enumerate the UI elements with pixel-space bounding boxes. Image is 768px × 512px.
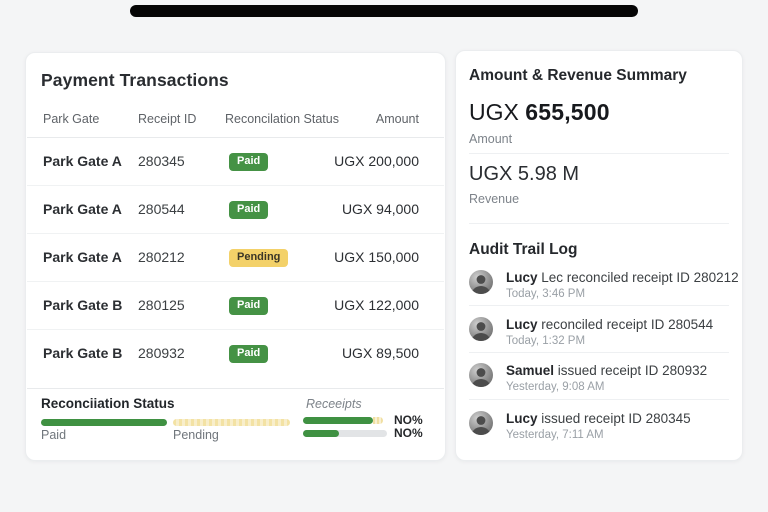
audit-entry-text: Samuel issued receipt ID 280932 bbox=[506, 363, 707, 378]
paid-progress-bar bbox=[41, 419, 167, 426]
row-divider bbox=[27, 185, 444, 186]
audit-entry-timestamp: Yesterday, 9:08 AM bbox=[506, 381, 605, 393]
currency-prefix: UGX bbox=[469, 163, 513, 185]
status-badge: Paid bbox=[229, 297, 269, 315]
status-badge: Paid bbox=[229, 345, 269, 363]
cell-receipt-id: 280212 bbox=[138, 249, 185, 265]
card-title: Payment Transactions bbox=[41, 70, 229, 90]
cell-receipt-id: 280125 bbox=[138, 297, 185, 313]
column-header-amount: Amount bbox=[375, 112, 419, 126]
user-avatar-icon bbox=[469, 363, 493, 387]
cell-park-gate: Park Gate B bbox=[43, 345, 123, 361]
cell-amount: UGX 150,000 bbox=[334, 249, 419, 265]
entry-divider bbox=[469, 352, 729, 353]
stat-divider bbox=[469, 153, 729, 154]
row-divider bbox=[27, 233, 444, 234]
audit-entry-text: Lucy reconciled receipt ID 280544 bbox=[506, 317, 713, 332]
audit-entry-timestamp: Today, 1:32 PM bbox=[506, 335, 586, 347]
cell-receipt-id: 280932 bbox=[138, 345, 185, 361]
audit-entry-timestamp: Today, 3:46 PM bbox=[506, 288, 586, 300]
table-row[interactable]: Park Gate A 280345 Paid UGX 200,000 bbox=[26, 138, 445, 185]
cell-park-gate: Park Gate B bbox=[43, 297, 123, 313]
cell-amount: UGX 122,000 bbox=[334, 297, 419, 313]
table-row[interactable]: Park Gate A 280212 Pending UGX 150,000 bbox=[26, 234, 445, 281]
actor-name: Samuel bbox=[506, 363, 555, 378]
top-black-bar bbox=[130, 5, 638, 17]
user-avatar-icon bbox=[469, 270, 493, 294]
row-divider bbox=[27, 329, 444, 330]
column-header-status: Reconcilation Status bbox=[225, 112, 339, 126]
revenue-value: 5.98 M bbox=[517, 163, 580, 185]
action-text: reconciled receipt ID 280544 bbox=[541, 317, 714, 332]
status-badge: Paid bbox=[229, 153, 269, 171]
cell-receipt-id: 280544 bbox=[138, 201, 185, 217]
pending-progress-bar bbox=[173, 419, 290, 426]
cell-park-gate: Park Gate A bbox=[43, 201, 122, 217]
status-badge: Pending bbox=[229, 249, 289, 267]
cell-receipt-id: 280345 bbox=[138, 153, 185, 169]
user-avatar-icon bbox=[469, 411, 493, 435]
audit-entry-timestamp: Yesterday, 7:11 AM bbox=[506, 429, 604, 441]
amount-value: 655,500 bbox=[525, 99, 610, 125]
receipts-bar-1 bbox=[303, 417, 387, 424]
cell-amount: UGX 89,500 bbox=[341, 345, 419, 361]
currency-prefix: UGX bbox=[469, 99, 519, 125]
action-text: issued receipt ID 280932 bbox=[557, 363, 708, 378]
user-avatar-icon bbox=[469, 317, 493, 341]
cell-amount: UGX 200,000 bbox=[334, 153, 419, 169]
table-row[interactable]: Park Gate B 280125 Paid UGX 122,000 bbox=[26, 282, 445, 329]
card-title: Amount & Revenue Summary bbox=[469, 67, 687, 84]
table-row[interactable]: Park Gate A 280544 Paid UGX 94,000 bbox=[26, 186, 445, 233]
cell-amount: UGX 94,000 bbox=[341, 201, 419, 217]
entry-divider bbox=[469, 399, 729, 400]
table-row[interactable]: Park Gate B 280932 Paid UGX 89,500 bbox=[26, 330, 445, 377]
stat-divider bbox=[469, 223, 729, 224]
pending-bar-label: Pending bbox=[173, 428, 219, 442]
audit-entry-text: Lucy issued receipt ID 280345 bbox=[506, 411, 691, 426]
amount-stat-label: Amount bbox=[469, 132, 513, 146]
audit-trail-log-title: Audit Trail Log bbox=[469, 241, 578, 258]
header-divider bbox=[27, 137, 444, 138]
action-text: issued receipt ID 280345 bbox=[541, 411, 691, 426]
receipts-bar-2 bbox=[303, 430, 387, 437]
section-divider bbox=[27, 388, 444, 389]
revenue-stat-label: Revenue bbox=[469, 192, 520, 206]
row-divider bbox=[27, 281, 444, 282]
reconciliation-status-title: Reconciiation Status bbox=[41, 396, 175, 411]
revenue-stat: UGX 5.98 M bbox=[469, 163, 579, 186]
actor-name: Lucy bbox=[506, 317, 538, 332]
audit-entry-text: Lucy Lec reconciled receipt ID 280212 bbox=[506, 270, 739, 285]
amount-stat: UGX 655,500 bbox=[469, 99, 610, 126]
entry-divider bbox=[469, 305, 729, 306]
receipts-label: Receeipts bbox=[306, 397, 362, 411]
cell-park-gate: Park Gate A bbox=[43, 249, 122, 265]
payment-transactions-card: Payment Transactions Park Gate Receipt I… bbox=[25, 52, 446, 461]
actor-name: Lucy bbox=[506, 411, 538, 426]
paid-bar-label: Paid bbox=[41, 428, 67, 442]
actor-name: Lucy bbox=[506, 270, 538, 285]
cell-park-gate: Park Gate A bbox=[43, 153, 122, 169]
receipts-bar-2-value: NO% bbox=[394, 426, 423, 440]
status-badge: Paid bbox=[229, 201, 269, 219]
action-text: Lec reconciled receipt ID 280212 bbox=[541, 270, 739, 285]
column-header-receipt-id: Receipt ID bbox=[138, 112, 197, 126]
amount-revenue-summary-card: Amount & Revenue Summary UGX 655,500 Amo… bbox=[455, 50, 743, 461]
column-header-park-gate: Park Gate bbox=[43, 112, 100, 126]
receipts-bar-1-value: NO% bbox=[394, 413, 423, 427]
